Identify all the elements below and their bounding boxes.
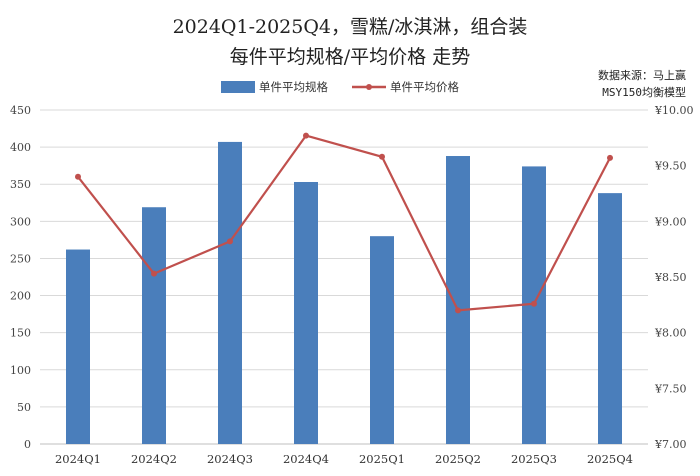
x-category-label: 2024Q1 xyxy=(55,452,101,466)
y-right-tick-label: ¥8.50 xyxy=(654,271,687,284)
bar xyxy=(446,156,470,445)
legend-swatch-bar xyxy=(221,81,255,93)
x-category-label: 2024Q3 xyxy=(207,452,253,466)
bar xyxy=(598,193,622,444)
data-model-label: MSY150均衡模型 xyxy=(602,86,686,99)
x-category-label: 2025Q4 xyxy=(587,452,633,466)
y-left-tick-label: 250 xyxy=(10,252,31,265)
x-category-label: 2025Q1 xyxy=(359,452,405,466)
legend: 单件平均规格 单件平均价格 xyxy=(221,80,459,94)
chart-title-line1: 2024Q1-2025Q4，雪糕/冰淇淋，组合装 xyxy=(172,16,528,38)
bar xyxy=(142,207,166,444)
legend-label-bar: 单件平均规格 xyxy=(259,80,328,94)
y-left-tick-label: 350 xyxy=(10,178,31,191)
price-point xyxy=(379,153,385,160)
price-point xyxy=(227,238,233,245)
y-left-tick-label: 150 xyxy=(10,327,31,340)
y-left-tick-label: 200 xyxy=(10,290,31,303)
y-right-tick-label: ¥9.50 xyxy=(654,160,687,173)
y-right-tick-label: ¥9.00 xyxy=(654,215,687,228)
data-source-label: 数据来源：马上赢 xyxy=(598,69,686,82)
y-left-tick-label: 0 xyxy=(24,438,31,451)
x-category-label: 2025Q2 xyxy=(435,452,481,466)
price-point xyxy=(303,132,309,139)
price-point xyxy=(151,270,157,277)
y-right-tick-label: ¥7.00 xyxy=(654,438,687,451)
x-category-label: 2025Q3 xyxy=(511,452,557,466)
y-right-tick-label: ¥10.00 xyxy=(654,104,694,117)
y-left-tick-label: 300 xyxy=(10,215,31,228)
bar xyxy=(370,236,394,444)
y-left-tick-label: 450 xyxy=(10,104,31,117)
y-right-tick-label: ¥7.50 xyxy=(654,382,687,395)
x-category-label: 2024Q2 xyxy=(131,452,177,466)
y-left-tick-label: 400 xyxy=(10,141,31,154)
bar xyxy=(66,249,90,444)
legend-swatch-marker xyxy=(366,84,372,90)
price-point xyxy=(607,154,613,161)
price-point xyxy=(75,173,81,180)
legend-label-line: 单件平均价格 xyxy=(390,80,459,94)
y-left-tick-label: 50 xyxy=(17,401,31,414)
y-right-tick-label: ¥8.00 xyxy=(654,327,687,340)
price-line xyxy=(77,134,611,312)
bar xyxy=(218,141,242,444)
price-point xyxy=(531,300,537,307)
price-point xyxy=(455,307,461,314)
y-left-tick-label: 100 xyxy=(10,364,31,377)
x-category-label: 2024Q4 xyxy=(283,452,329,466)
chart-title-line2: 每件平均规格/平均价格 走势 xyxy=(229,46,471,68)
bar xyxy=(294,181,318,445)
